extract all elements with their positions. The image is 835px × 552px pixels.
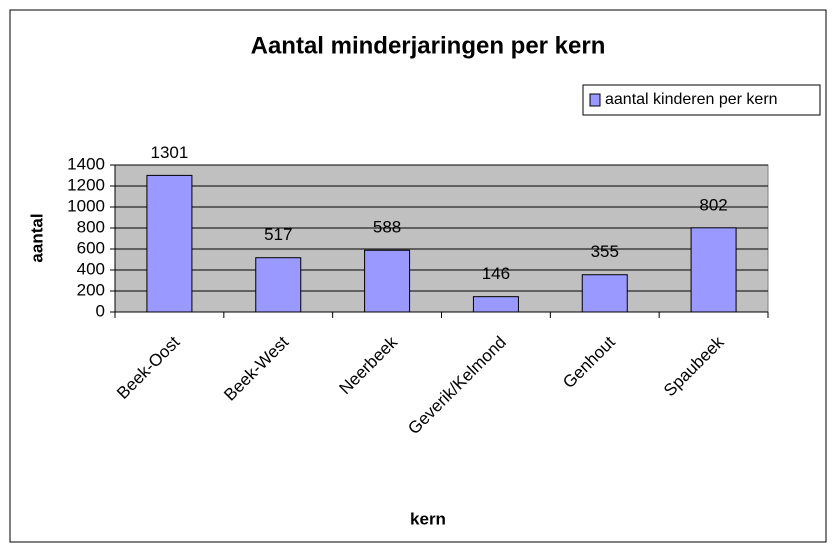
value-label: 517 <box>264 225 292 244</box>
value-label: 588 <box>373 218 401 237</box>
value-label: 355 <box>591 242 619 261</box>
legend-label: aantal kinderen per kern <box>605 91 778 108</box>
y-tick-label: 1200 <box>67 175 105 194</box>
legend-swatch <box>589 93 601 107</box>
bar <box>581 274 628 313</box>
y-tick-label: 800 <box>77 217 105 236</box>
y-tick-label: 1000 <box>67 196 105 215</box>
chart-title: Aantal minderjaringen per kern <box>251 32 606 59</box>
bar <box>472 296 519 313</box>
bar <box>364 249 411 313</box>
y-tick-label: 200 <box>77 280 105 299</box>
value-label: 1301 <box>151 143 189 162</box>
legend-box <box>582 84 821 116</box>
y-tick-label: 0 <box>96 301 105 320</box>
y-tick-label: 600 <box>77 238 105 257</box>
bar <box>255 257 302 313</box>
y-tick-label: 1400 <box>67 154 105 173</box>
bar <box>146 174 193 313</box>
bar <box>690 227 737 313</box>
y-tick-label: 400 <box>77 259 105 278</box>
value-label: 802 <box>699 195 727 214</box>
y-axis-label: aantal <box>27 213 46 262</box>
x-axis-label: kern <box>410 509 446 528</box>
plot-area <box>114 164 769 313</box>
value-label: 146 <box>482 264 510 283</box>
